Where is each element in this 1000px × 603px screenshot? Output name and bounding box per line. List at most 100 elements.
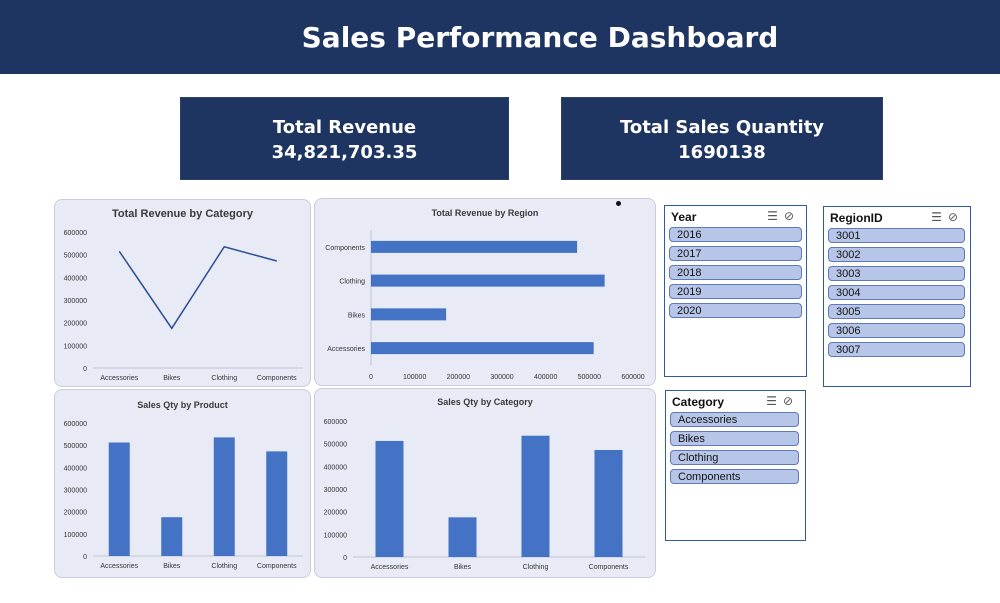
y-tick-label: 400000	[64, 275, 87, 282]
slicer-item-bikes[interactable]: Bikes	[670, 431, 799, 446]
chart-revenue-by-region[interactable]: Total Revenue by Region 0 100000 200000 300…	[314, 198, 656, 386]
y-tick-label: 600000	[324, 419, 347, 426]
multi-select-icon[interactable]: ☰	[931, 210, 948, 224]
slicer-item-3005[interactable]: 3005	[828, 304, 965, 319]
y-tick-label: 200000	[64, 321, 87, 328]
y-tick-label: 400000	[64, 465, 87, 472]
slicer-item-3004[interactable]: 3004	[828, 285, 965, 300]
y-tick-label: 300000	[324, 487, 347, 494]
slicer-item-components[interactable]: Components	[670, 469, 799, 484]
chart-title: Sales Qty by Category	[437, 397, 533, 407]
x-tick-label: 0	[369, 374, 373, 381]
y-tick-label: 100000	[64, 532, 87, 539]
y-tick-label: Components	[325, 245, 365, 252]
slicer-title: Category	[672, 395, 725, 409]
kpi-quantity-value: 1690138	[678, 142, 766, 163]
slicer-item-2020[interactable]: 2020	[669, 303, 802, 318]
y-tick-label: 500000	[64, 253, 87, 260]
chart-plot: 0 100000 200000 300000 400000 500000 600000 Acc…	[324, 419, 645, 571]
selection-handle-dot	[616, 201, 621, 206]
y-tick-label: 0	[83, 366, 87, 373]
y-tick-label: 500000	[64, 443, 87, 450]
kpi-total-quantity: Total Sales Quantity 1690138	[561, 97, 883, 180]
x-tick-label: 400000	[534, 374, 557, 381]
bar	[371, 274, 605, 287]
bar	[371, 240, 578, 253]
chart-plot: 0 100000 200000 300000 400000 500000 600000 Acc…	[64, 421, 303, 570]
bar	[108, 442, 130, 556]
chart-title: Total Revenue by Region	[431, 208, 539, 218]
x-tick-label: Clothing	[523, 564, 549, 571]
slicer-item-3001[interactable]: 3001	[828, 228, 965, 243]
x-tick-label: Accessories	[100, 375, 138, 382]
header-bar: Sales Performance Dashboard	[0, 0, 1000, 74]
x-tick-label: Components	[589, 564, 629, 571]
x-tick-label: Accessories	[100, 563, 138, 570]
page-title: Sales Performance Dashboard	[301, 21, 779, 54]
kpi-revenue-label: Total Revenue	[272, 117, 417, 138]
multi-select-icon[interactable]: ☰	[767, 209, 784, 223]
slicer-toolbar: ☰⊘	[931, 210, 964, 224]
slicer-title: RegionID	[830, 211, 883, 225]
slicer-item-2017[interactable]: 2017	[669, 246, 802, 261]
x-tick-label: Bikes	[454, 564, 472, 571]
slicer-item-2018[interactable]: 2018	[669, 265, 802, 280]
chart-sales-qty-by-product[interactable]: Sales Qty by Product 0 100000 200000 300000…	[54, 389, 311, 578]
slicer-item-3007[interactable]: 3007	[828, 342, 965, 357]
y-tick-label: 600000	[64, 230, 87, 237]
y-tick-label: 100000	[64, 343, 87, 350]
slicer-year[interactable]: Year ☰⊘ 2016 2017 2018 2019 2020	[664, 205, 807, 377]
chart-sales-qty-by-category[interactable]: Sales Qty by Category 0 100000 200000 30000…	[314, 388, 656, 578]
slicer-item-3002[interactable]: 3002	[828, 247, 965, 262]
bar	[266, 451, 288, 556]
chart-plot: 0 100000 200000 300000 400000 500000 600000 Acc…	[64, 230, 303, 382]
slicer-item-accessories[interactable]: Accessories	[670, 412, 799, 427]
slicer-item-2019[interactable]: 2019	[669, 284, 802, 299]
x-tick-label: Clothing	[211, 375, 237, 382]
x-tick-label: 500000	[578, 374, 601, 381]
bar	[213, 437, 235, 556]
y-tick-label: 400000	[324, 464, 347, 471]
x-tick-label: 100000	[403, 374, 426, 381]
y-tick-label: 0	[83, 554, 87, 561]
x-tick-label: Bikes	[163, 375, 181, 382]
slicer-toolbar: ☰⊘	[767, 209, 800, 223]
bar	[521, 435, 550, 557]
y-tick-label: 200000	[64, 510, 87, 517]
y-tick-label: 300000	[64, 298, 87, 305]
x-tick-label: Bikes	[163, 563, 181, 570]
slicer-item-2016[interactable]: 2016	[669, 227, 802, 242]
x-tick-label: 200000	[447, 374, 470, 381]
slicer-category[interactable]: Category ☰⊘ Accessories Bikes Clothing Comp…	[665, 390, 806, 541]
kpi-quantity-label: Total Sales Quantity	[619, 117, 825, 138]
y-tick-label: 500000	[324, 442, 347, 449]
multi-select-icon[interactable]: ☰	[766, 394, 783, 408]
slicer-item-clothing[interactable]: Clothing	[670, 450, 799, 465]
x-tick-label: Clothing	[211, 563, 237, 570]
slicer-item-3006[interactable]: 3006	[828, 323, 965, 338]
kpi-revenue-value: 34,821,703.35	[271, 142, 418, 163]
y-tick-label: 300000	[64, 488, 87, 495]
clear-filter-icon[interactable]: ⊘	[783, 209, 800, 223]
bar	[375, 440, 404, 557]
x-tick-label: Accessories	[371, 564, 409, 571]
y-tick-label: 200000	[324, 510, 347, 517]
chart-title: Total Revenue by Category	[112, 208, 253, 220]
bar	[161, 517, 183, 556]
y-tick-label: Clothing	[339, 279, 365, 286]
chart-revenue-by-category[interactable]: Total Revenue by Category 0 100000 200000 3…	[54, 199, 311, 387]
y-tick-label: 0	[343, 555, 347, 562]
x-tick-label: Components	[257, 375, 297, 382]
bar	[371, 308, 447, 321]
x-tick-label: 600000	[621, 374, 644, 381]
clear-filter-icon[interactable]: ⊘	[947, 210, 964, 224]
slicer-item-3003[interactable]: 3003	[828, 266, 965, 281]
bar	[594, 450, 623, 557]
slicer-region[interactable]: RegionID ☰⊘ 3001 3002 3003 3004 3005 3006 3007	[823, 206, 971, 387]
y-tick-label: Accessories	[327, 346, 365, 353]
y-tick-label: 600000	[64, 421, 87, 428]
bar	[448, 517, 477, 557]
clear-filter-icon[interactable]: ⊘	[782, 394, 799, 408]
series-line	[118, 245, 277, 330]
kpi-total-revenue: Total Revenue 34,821,703.35	[180, 97, 509, 180]
